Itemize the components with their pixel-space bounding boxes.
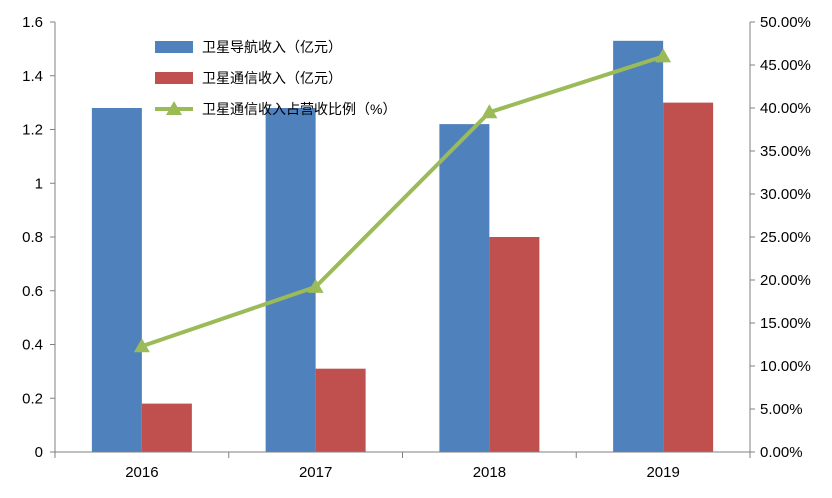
right-tick-label: 5.00% — [760, 401, 803, 418]
left-tick-label: 1 — [35, 175, 43, 192]
line-marker-2019 — [655, 48, 672, 63]
bar-2016-1 — [91, 108, 142, 452]
bar-2018-2 — [489, 237, 540, 452]
bar-2019-2 — [663, 102, 714, 452]
bar-2017-2 — [315, 368, 366, 452]
line-marker-2016 — [133, 338, 150, 353]
bar-2017-1 — [265, 108, 316, 452]
legend-label-2: 卫星通信收入（亿元） — [202, 70, 342, 86]
axes-layer: 0 0.2 0.4 0.6 0.8 1 1.2 1.4 1.6 0.00% 5.00% 10.00% 1… — [22, 14, 811, 481]
left-tick-label: 0.8 — [22, 229, 43, 246]
left-tick-label: 0.4 — [22, 337, 43, 354]
bar-2016-2 — [141, 403, 192, 452]
line-marker-2018 — [481, 104, 498, 119]
bars-layer — [91, 40, 714, 452]
line-marker-2017 — [307, 278, 324, 293]
right-tick-label: 15.00% — [760, 315, 811, 332]
right-tick-label: 25.00% — [760, 229, 811, 246]
left-tick-label: 1.4 — [22, 68, 43, 85]
left-tick-label: 0.2 — [22, 390, 43, 407]
left-tick-label: 1.2 — [22, 122, 43, 139]
bar-2019-1 — [613, 40, 664, 452]
bar-2018-1 — [439, 124, 490, 452]
x-tick-label: 2019 — [646, 464, 679, 481]
right-tick-label: 20.00% — [760, 272, 811, 289]
right-tick-label: 35.00% — [760, 143, 811, 160]
legend-swatch-2 — [155, 72, 193, 84]
x-tick-label: 2017 — [299, 464, 332, 481]
right-tick-label: 45.00% — [760, 57, 811, 74]
right-tick-label: 50.00% — [760, 14, 811, 31]
line-layer — [133, 48, 672, 353]
right-tick-label: 10.00% — [760, 358, 811, 375]
legend-swatch-1 — [155, 41, 193, 53]
right-tick-label: 40.00% — [760, 100, 811, 117]
legend-marker-3 — [166, 101, 182, 115]
legend-label-1: 卫星导航收入（亿元） — [202, 39, 342, 55]
legend: 卫星导航收入（亿元） 卫星通信收入（亿元） 卫星通信收入占营收比例（%） — [155, 39, 396, 117]
right-tick-label: 30.00% — [760, 186, 811, 203]
legend-label-3: 卫星通信收入占营收比例（%） — [202, 101, 396, 117]
left-tick-label: 0.6 — [22, 283, 43, 300]
left-tick-label: 0 — [35, 444, 43, 461]
right-tick-label: 0.00% — [760, 444, 803, 461]
left-tick-label: 1.6 — [22, 14, 43, 31]
x-tick-label: 2016 — [125, 464, 158, 481]
line-series-1 — [141, 54, 664, 349]
x-tick-label: 2018 — [473, 464, 506, 481]
